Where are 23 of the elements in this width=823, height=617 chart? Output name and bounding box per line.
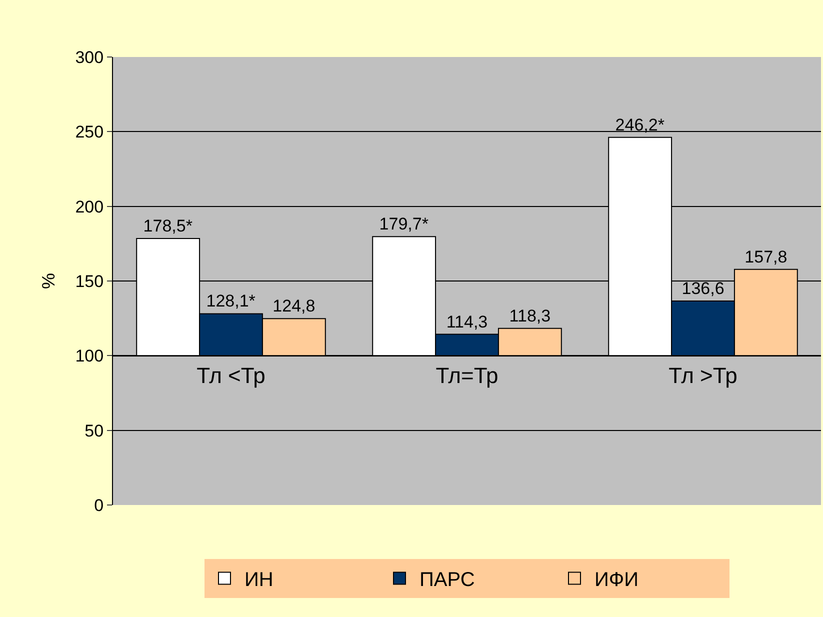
y-tick-label: 150 — [75, 272, 104, 291]
legend-label: ИН — [244, 569, 274, 592]
legend-label: ИФИ — [594, 569, 638, 592]
x-tick-label: Тл >Тр — [668, 363, 738, 388]
data-label: 157,8 — [744, 247, 788, 266]
data-label: 246,2* — [615, 115, 665, 134]
y-tick-label: 300 — [75, 48, 104, 67]
data-label: 118,3 — [509, 306, 551, 326]
y-tick-label: 200 — [75, 197, 104, 216]
data-label: 179,7* — [379, 214, 429, 234]
y-tick-label: 100 — [75, 346, 104, 366]
data-label: 136,6 — [682, 279, 724, 298]
data-label: 178,5* — [143, 216, 193, 236]
x-tick-label: Тл=Тр — [436, 363, 498, 388]
data-label: 114,3 — [446, 312, 488, 332]
y-axis-title: % — [38, 272, 58, 290]
data-label: 128,1* — [206, 292, 256, 311]
y-tick-label: 250 — [75, 122, 104, 142]
y-tick-label: 0 — [94, 496, 104, 515]
data-label: 124,8 — [272, 296, 316, 316]
legend-label: ПАРС — [420, 569, 475, 592]
y-tick-label: 50 — [84, 421, 104, 440]
x-tick-label: Тл <Тр — [196, 363, 266, 388]
